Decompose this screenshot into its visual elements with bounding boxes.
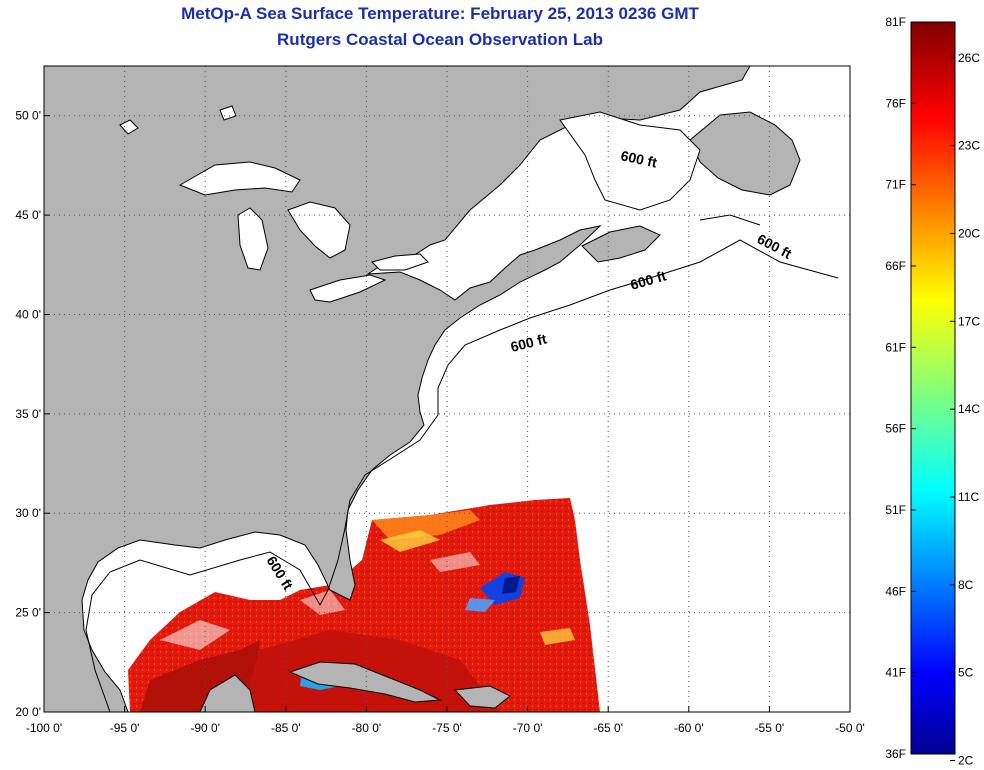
map-title: MetOp-A Sea Surface Temperature: Februar…: [181, 4, 699, 23]
lon-tick-label: -50 0': [835, 721, 865, 735]
colorbar-f-label: 71F: [885, 178, 906, 192]
colorbar-c-label: 20C: [958, 226, 980, 240]
colorbar-f-label: 41F: [885, 666, 906, 680]
colorbar-c-label: 2C: [958, 754, 974, 768]
colorbar-c-label: 5C: [958, 666, 974, 680]
colorbar-c-label: 14C: [958, 402, 980, 416]
lon-tick-label: -75 0': [432, 721, 462, 735]
lat-tick-label: 25 0': [15, 606, 41, 620]
lon-tick-label: -85 0': [271, 721, 301, 735]
lon-tick-label: -95 0': [110, 721, 140, 735]
lat-tick-label: 40 0': [15, 307, 41, 321]
lat-tick-label: 50 0': [15, 109, 41, 123]
lat-tick-label: 30 0': [15, 506, 41, 520]
lon-tick-label: -55 0': [755, 721, 785, 735]
colorbar-f-label: 46F: [885, 584, 906, 598]
colorbar-f-label: 51F: [885, 503, 906, 517]
lat-tick-label: 35 0': [15, 407, 41, 421]
colorbar-c-label: 23C: [958, 139, 980, 153]
lat-tick-label: 20 0': [15, 705, 41, 719]
contour-label-600ft: 600 ft: [619, 147, 658, 170]
colorbar-f-label: 56F: [885, 422, 906, 436]
bathymetry-contour-600ft: [85, 239, 839, 712]
colorbar-c-label: 26C: [958, 51, 980, 65]
lon-tick-label: -100 0': [26, 721, 62, 735]
colorbar-f-label: 36F: [885, 747, 906, 761]
colorbar-c-label: 8C: [958, 578, 974, 592]
colorbar-c-label: 11C: [958, 490, 979, 504]
colorbar: [910, 21, 956, 755]
colorbar-f-label: 76F: [885, 96, 906, 110]
colorbar-f-label: 66F: [885, 259, 906, 273]
colorbar-f-label: 81F: [885, 15, 906, 29]
colorbar-c-label: 17C: [958, 314, 980, 328]
lon-tick-label: -65 0': [593, 721, 623, 735]
colorbar-ticks: 81F 76F 71F 66F 61F 56F 51F 46F 41F 36F 26C 23C 20C 1…: [885, 15, 980, 768]
land: [44, 66, 801, 712]
map-panel: 600 ft 600 ft 600 ft 600 ft 600 ft: [44, 66, 850, 712]
axis-labels: -100 0' -95 0' -90 0' -85 0' -80 0' -75 0' -70…: [15, 109, 864, 735]
lon-tick-label: -70 0': [513, 721, 543, 735]
lon-tick-label: -80 0': [352, 721, 382, 735]
colorbar-f-label: 61F: [885, 340, 906, 354]
lat-tick-label: 45 0': [15, 208, 41, 222]
lon-tick-label: -90 0': [190, 721, 220, 735]
map-subtitle: Rutgers Coastal Ocean Observation Lab: [277, 30, 603, 49]
lon-tick-label: -60 0': [674, 721, 704, 735]
